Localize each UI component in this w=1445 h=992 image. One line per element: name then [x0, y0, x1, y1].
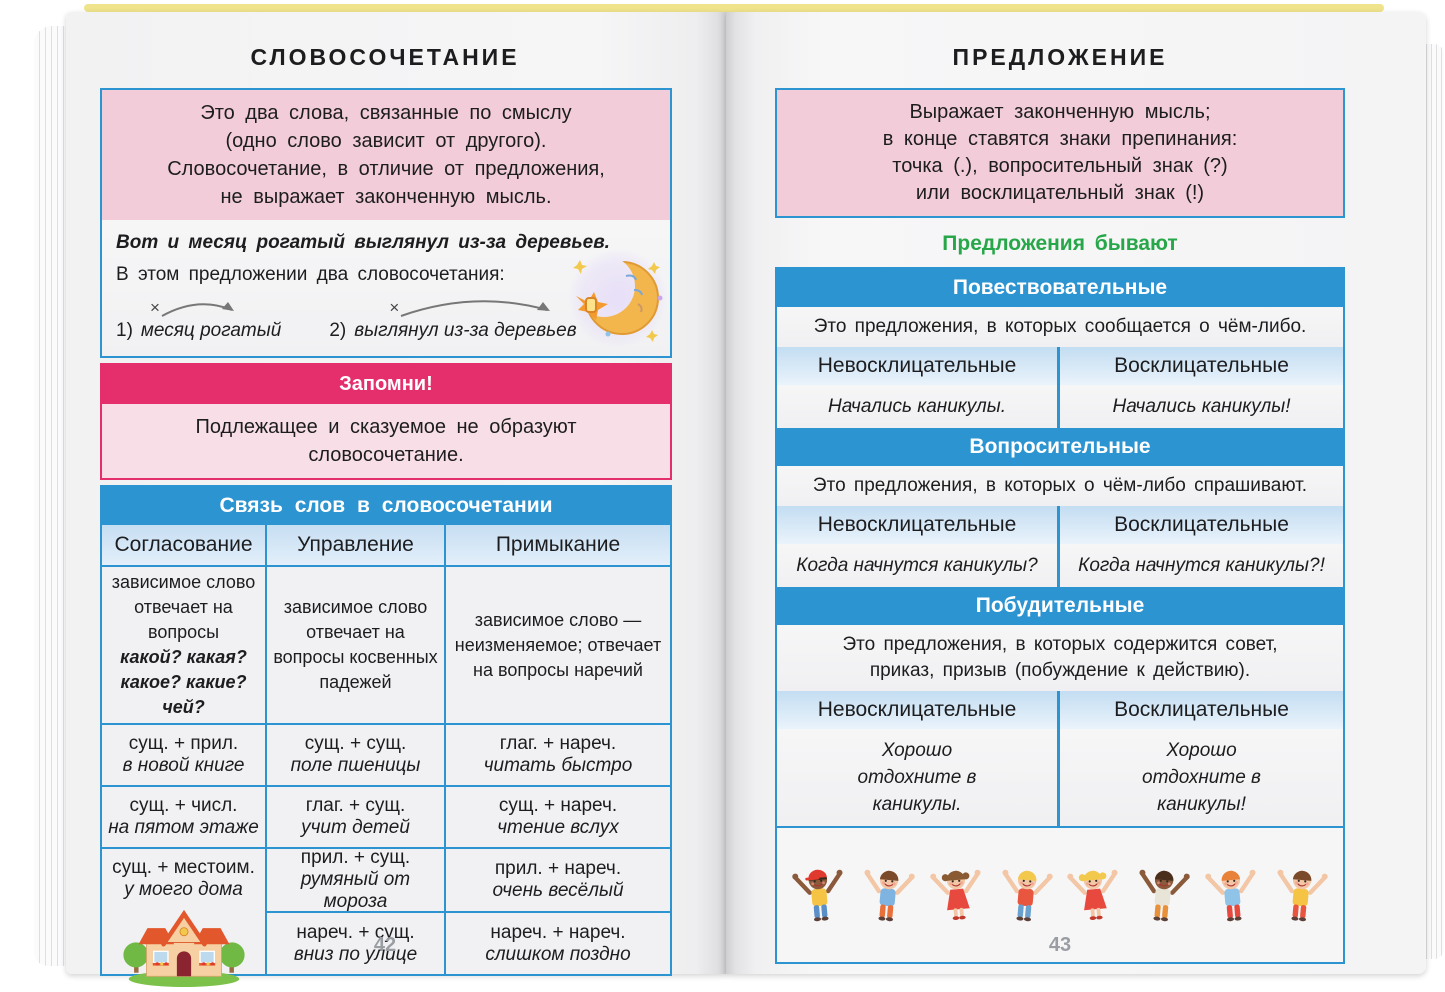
formula-example: на пятом этаже [108, 817, 259, 839]
word-link-section: Связь слов в словосочетании Согласование… [100, 485, 672, 976]
remember-box: Запомни! Подлежащее и сказуемое не образ… [100, 363, 672, 480]
word-link-table: Согласование Управление Примыкание завис… [100, 525, 672, 976]
phrase-item-1: × 1)месяц рогатый [116, 320, 281, 342]
subtype-example: Когда начнутся каникулы?! [1060, 544, 1343, 587]
remember-text: Подлежащее и сказуемое не образуют слово… [102, 404, 670, 478]
description-text: зависимое слово — неизменяемое; отвечает… [450, 608, 666, 683]
formula: сущ. + местоим. [112, 857, 255, 879]
table-row: сущ. + числ. на пятом этаже [102, 787, 265, 847]
section-header: Повествовательные [777, 269, 1343, 307]
formula: сущ. + прил. [129, 733, 238, 755]
right-page-content: Выражает законченную мысль; в конце став… [775, 88, 1345, 964]
subtype-header: Невосклицательные [777, 347, 1060, 385]
phrase-example-section: Вот и месяц рогатый выглянул из-за дерев… [102, 220, 670, 356]
formula-example: в новой книге [123, 755, 245, 777]
remember-line: Подлежащее и сказуемое не образуют [108, 413, 664, 441]
phrase-text: выглянул из-за деревьев [354, 320, 576, 341]
remember-line: словосочетание. [108, 441, 664, 469]
sentence-types-subtitle: Предложения бывают [775, 232, 1345, 256]
formula: прил. + сущ. [301, 847, 410, 869]
section-description: Это предложения, в которых содержится со… [777, 625, 1343, 691]
section-description: Это предложения, в которых о чём-либо сп… [777, 466, 1343, 506]
section-subtypes: Невосклицательные Восклицательные Хорошо… [777, 691, 1343, 826]
definition-line: Словосочетание, в отличие от предложения… [108, 155, 664, 183]
subtype-header: Восклицательные [1060, 691, 1343, 729]
section-header: Побудительные [777, 587, 1343, 625]
definition-line: точка (.), вопросительный знак (?) [783, 153, 1337, 180]
sentence-types-table: Повествовательные Это предложения, в кот… [775, 267, 1345, 964]
subtype-example: Хорошо отдохните в каникулы! [1060, 729, 1343, 826]
definition-line: не выражает законченную мысль. [108, 183, 664, 211]
column-header: Согласование [102, 525, 265, 565]
subtype-example: Хорошо отдохните в каникулы. [777, 729, 1060, 826]
table-row: глаг. + сущ. учит детей [267, 787, 444, 847]
column-header: Примыкание [446, 525, 670, 565]
table-row: прил. + сущ. румяный от мороза [267, 849, 444, 911]
formula-example: румяный от мороза [271, 869, 440, 913]
definition-line: в конце ставятся знаки препинания: [783, 126, 1337, 153]
formula: прил. + нареч. [495, 858, 621, 880]
right-page-number: 43 [720, 934, 1400, 957]
definition-line: Выражает законченную мысль; [783, 99, 1337, 126]
description-questions: какой? какая? какое? какие? чей? [106, 645, 261, 720]
subtype-header: Восклицательные [1060, 347, 1343, 385]
column-header: Управление [267, 525, 444, 565]
formula-example: учит детей [301, 817, 410, 839]
phrase-text: месяц рогатый [141, 320, 281, 341]
phrase-item-2: × 2)выглянул из-за деревьев [329, 320, 576, 342]
section-subtypes: Невосклицательные Восклицательные Когда … [777, 506, 1343, 587]
formula-example: читать быстро [484, 755, 633, 777]
definition-line: Это два слова, связанные по смыслу [108, 99, 664, 127]
section-subtypes: Невосклицательные Восклицательные Начали… [777, 347, 1343, 428]
formula: сущ. + сущ. [305, 733, 406, 755]
section-description: Это предложения, в которых сообщается о … [777, 307, 1343, 347]
phrase-definition-text: Это два слова, связанные по смыслу (одно… [102, 90, 670, 220]
book-cover-edge [84, 4, 1384, 12]
sentence-definition-box: Выражает законченную мысль; в конце став… [775, 88, 1345, 218]
subtype-example: Когда начнутся каникулы? [777, 544, 1060, 587]
formula-example: очень весёлый [492, 880, 623, 902]
section-header: Вопросительные [777, 428, 1343, 466]
table-row: прил. + нареч. очень весёлый [446, 849, 670, 911]
left-page-content: Это два слова, связанные по смыслу (одно… [100, 88, 672, 976]
subtype-header: Восклицательные [1060, 506, 1343, 544]
remember-header: Запомни! [102, 365, 670, 404]
description-text: зависимое слово отвечает на вопросы косв… [271, 595, 440, 695]
subtype-header: Невосклицательные [777, 691, 1060, 729]
page-edges-left [34, 26, 68, 966]
formula-example: чтение вслух [497, 817, 619, 839]
table-row: сущ. + нареч. чтение вслух [446, 787, 670, 847]
formula-example: поле пшеницы [291, 755, 421, 777]
column-description: зависимое слово отвечает на вопросы како… [102, 567, 265, 723]
formula: сущ. + нареч. [499, 795, 617, 817]
column-description: зависимое слово — неизменяемое; отвечает… [446, 567, 670, 723]
moon-illustration [564, 246, 668, 350]
subtype-example: Начались каникулы! [1060, 385, 1343, 428]
subtype-header: Невосклицательные [777, 506, 1060, 544]
description-text: зависимое слово отвечает на вопросы [106, 570, 261, 645]
right-page-title: ПРЕДЛОЖЕНИЕ [720, 44, 1400, 71]
subtype-example: Начались каникулы. [777, 385, 1060, 428]
formula: сущ. + числ. [130, 795, 238, 817]
definition-line: (одно слово зависит от другого). [108, 127, 664, 155]
book-gutter [696, 12, 756, 974]
table-row: глаг. + нареч. читать быстро [446, 725, 670, 785]
dependency-arrow-icon [395, 294, 565, 320]
column-description: зависимое слово отвечает на вопросы косв… [267, 567, 444, 723]
phrase-definition-box: Это два слова, связанные по смыслу (одно… [100, 88, 672, 358]
phrase-number: 1) [116, 320, 133, 341]
table-row: сущ. + прил. в новой книге [102, 725, 265, 785]
left-page-number: 42 [60, 934, 710, 957]
phrase-number: 2) [329, 320, 346, 341]
word-link-title: Связь слов в словосочетании [100, 485, 672, 525]
dependency-arrow-icon [156, 294, 246, 320]
left-page-title: СЛОВОСОЧЕТАНИЕ [60, 44, 710, 71]
definition-line: или восклицательный знак (!) [783, 180, 1337, 207]
table-row: сущ. + сущ. поле пшеницы [267, 725, 444, 785]
formula-example: у моего дома [124, 879, 243, 901]
formula: глаг. + сущ. [306, 795, 406, 817]
formula: глаг. + нареч. [500, 733, 616, 755]
